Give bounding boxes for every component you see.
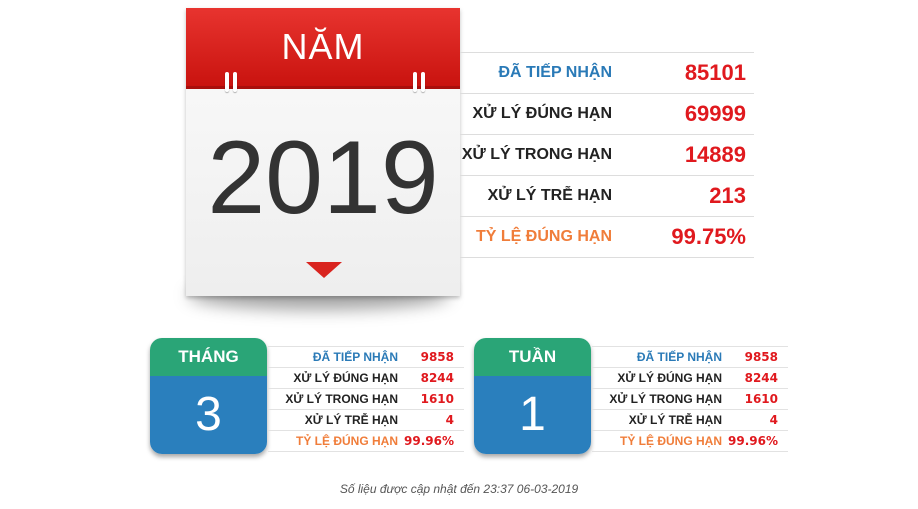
stat-label: XỬ LÝ ĐÚNG HẠN [472, 105, 613, 122]
stat-row-received: ĐÃ TIẾP NHẬN 85101 [460, 53, 754, 94]
month-stats-table: ĐÃ TIẾP NHẬN 9858 XỬ LÝ ĐÚNG HẠN 8244 XỬ… [268, 346, 464, 452]
stat-value: 99.96% [728, 434, 778, 448]
stat-label: XỬ LÝ TRỄ HẠN [304, 413, 398, 427]
stat-row-late: XỬ LÝ TRỄ HẠN 4 [592, 410, 788, 431]
stat-value: 8244 [420, 371, 454, 385]
calendar-arrow-icon [306, 262, 342, 278]
calendar-ring-left [225, 72, 237, 94]
stat-row-received: ĐÃ TIẾP NHẬN 9858 [268, 347, 464, 368]
week-card: TUẦN 1 [474, 338, 591, 454]
year-calendar: NĂM 2019 [174, 2, 464, 320]
stat-row-on-time-rate: TỶ LỆ ĐÚNG HẠN 99.96% [268, 431, 464, 452]
year-stats-table: ĐÃ TIẾP NHẬN 85101 XỬ LÝ ĐÚNG HẠN 69999 … [460, 52, 754, 258]
week-card-value: 1 [474, 376, 591, 454]
stat-value: 85101 [684, 60, 746, 85]
stat-value: 1610 [420, 392, 454, 406]
stat-label: XỬ LÝ TRỄ HẠN [628, 413, 722, 427]
stat-value: 4 [445, 413, 454, 427]
stat-label: XỬ LÝ ĐÚNG HẠN [293, 371, 398, 385]
stat-value: 99.75% [671, 224, 746, 249]
year-value: 2019 [207, 120, 439, 236]
stat-label: XỬ LÝ TRONG HẠN [609, 392, 722, 406]
stat-row-on-time-rate: TỶ LỆ ĐÚNG HẠN 99.75% [460, 217, 754, 258]
stat-value: 9858 [744, 350, 778, 364]
stat-value: 69999 [684, 101, 746, 126]
stat-label: XỬ LÝ ĐÚNG HẠN [617, 371, 722, 385]
stat-label: TỶ LỆ ĐÚNG HẠN [296, 434, 398, 448]
month-card-value: 3 [150, 376, 267, 454]
stat-value: 213 [709, 183, 746, 208]
week-stats-table: ĐÃ TIẾP NHẬN 9858 XỬ LÝ ĐÚNG HẠN 8244 XỬ… [592, 346, 788, 452]
stat-row-within-deadline: XỬ LÝ TRONG HẠN 1610 [592, 389, 788, 410]
week-card-header: TUẦN [474, 338, 591, 376]
stat-label: TỶ LỆ ĐÚNG HẠN [620, 434, 722, 448]
stat-row-within-deadline: XỬ LÝ TRONG HẠN 14889 [460, 135, 754, 176]
stat-label: ĐÃ TIẾP NHẬN [498, 64, 613, 81]
stat-row-on-time: XỬ LÝ ĐÚNG HẠN 8244 [268, 368, 464, 389]
stat-value: 9858 [420, 350, 454, 364]
stat-label: XỬ LÝ TRỄ HẠN [487, 187, 612, 204]
stat-value: 4 [769, 413, 778, 427]
stat-value: 14889 [684, 142, 746, 167]
stat-row-received: ĐÃ TIẾP NHẬN 9858 [592, 347, 788, 368]
stat-row-on-time-rate: TỶ LỆ ĐÚNG HẠN 99.96% [592, 431, 788, 452]
stat-row-within-deadline: XỬ LÝ TRONG HẠN 1610 [268, 389, 464, 410]
last-updated-note: Số liệu được cập nhật đến 23:37 06-03-20… [339, 482, 579, 496]
stat-value: 8244 [744, 371, 778, 385]
calendar-icon: NĂM 2019 [186, 8, 460, 296]
stat-label: ĐÃ TIẾP NHẬN [312, 350, 398, 364]
stat-row-on-time: XỬ LÝ ĐÚNG HẠN 8244 [592, 368, 788, 389]
year-header-label: NĂM [281, 26, 365, 67]
stat-label: XỬ LÝ TRONG HẠN [461, 146, 612, 163]
stat-row-on-time: XỬ LÝ ĐÚNG HẠN 69999 [460, 94, 754, 135]
stat-value: 1610 [744, 392, 778, 406]
stat-value: 99.96% [404, 434, 454, 448]
stat-label: XỬ LÝ TRONG HẠN [285, 392, 398, 406]
stat-row-late: XỬ LÝ TRỄ HẠN 213 [460, 176, 754, 217]
month-card-header: THÁNG [150, 338, 267, 376]
stat-row-late: XỬ LÝ TRỄ HẠN 4 [268, 410, 464, 431]
stat-label: ĐÃ TIẾP NHẬN [636, 350, 722, 364]
stat-label: TỶ LỆ ĐÚNG HẠN [476, 228, 612, 245]
calendar-ring-right [413, 72, 425, 94]
month-card: THÁNG 3 [150, 338, 267, 454]
